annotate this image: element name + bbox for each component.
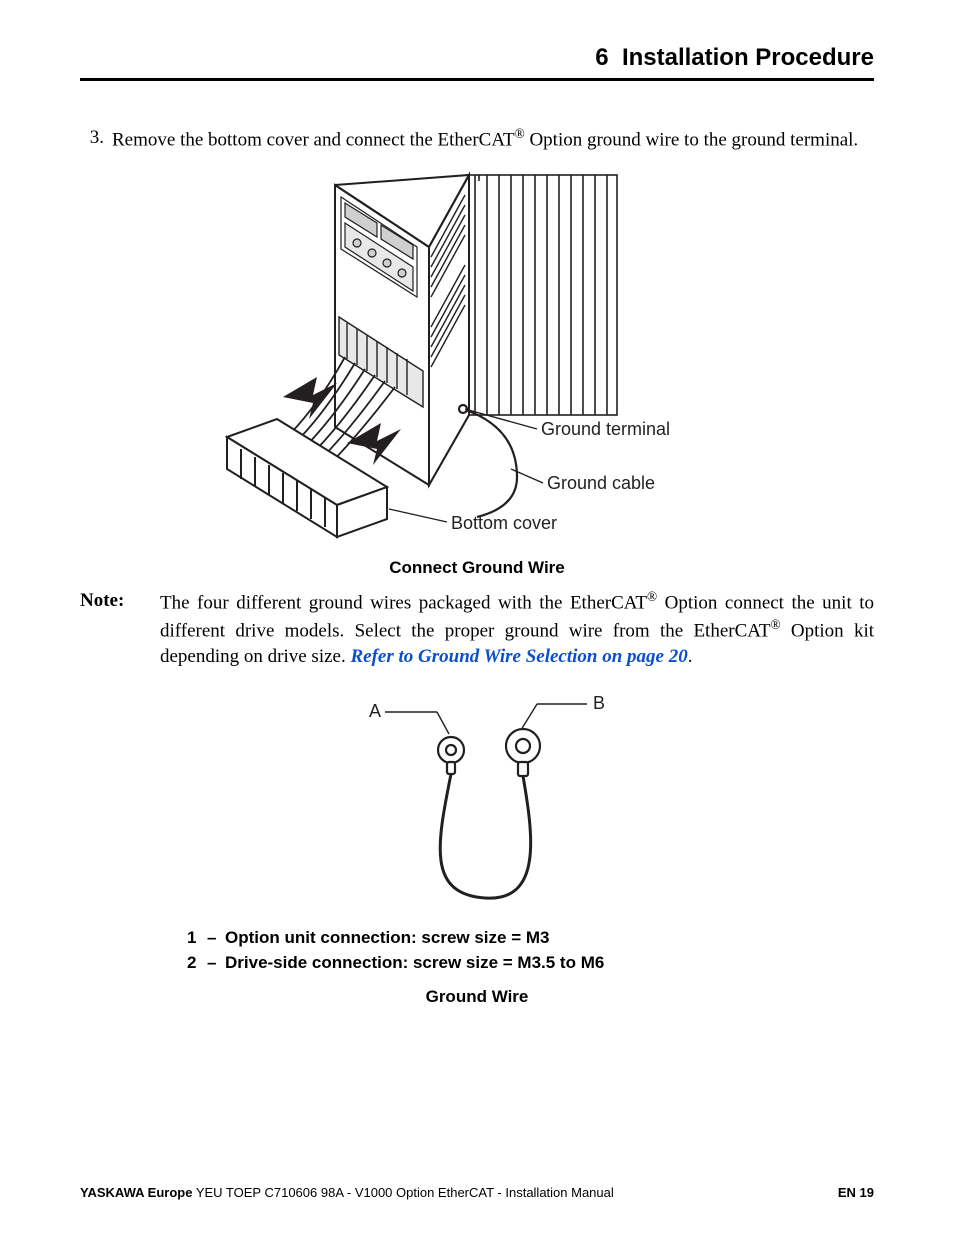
device-diagram-svg: Ground terminal Ground cable Bottom cove…: [217, 167, 737, 547]
step-text-a: Remove the bottom cover and connect the …: [112, 129, 515, 150]
figure-1-caption: Connect Ground Wire: [80, 558, 874, 578]
label-a: A: [369, 701, 381, 721]
legend-item: 1 – Option unit connection: screw size =…: [187, 925, 767, 951]
legend-text: Option unit connection: screw size = M3: [225, 925, 549, 951]
legend-list: 1 – Option unit connection: screw size =…: [187, 925, 767, 1010]
registered-mark: ®: [515, 126, 525, 141]
registered-mark: ®: [647, 589, 657, 604]
note-body: The four different ground wires packaged…: [160, 588, 874, 670]
registered-mark: ®: [771, 617, 781, 632]
legend-item: 2 – Drive-side connection: screw size = …: [187, 950, 767, 976]
figure-1: Ground terminal Ground cable Bottom cove…: [80, 167, 874, 578]
page-footer: YASKAWA Europe YEU TOEP C710606 98A - V1…: [80, 1185, 874, 1200]
section-number: 6: [595, 44, 608, 71]
note-after-link: .: [688, 646, 693, 667]
note-block: Note: The four different ground wires pa…: [80, 588, 874, 670]
step-text-b: Option ground wire to the ground termina…: [525, 129, 859, 150]
footer-doc: YEU TOEP C710606 98A - V1000 Option Ethe…: [192, 1185, 613, 1200]
label-bottom-cover: Bottom cover: [451, 513, 557, 533]
page-header: 6 Installation Procedure: [80, 44, 874, 81]
label-b: B: [593, 693, 605, 713]
ground-wire-svg: A B: [277, 684, 677, 914]
legend-text: Drive-side connection: screw size = M3.5…: [225, 950, 604, 976]
legend-num: 1: [187, 925, 207, 951]
footer-brand: YASKAWA Europe: [80, 1185, 192, 1200]
footer-left: YASKAWA Europe YEU TOEP C710606 98A - V1…: [80, 1185, 614, 1200]
note-label: Note:: [80, 588, 160, 670]
figure-2-caption: Ground Wire: [187, 984, 767, 1010]
label-ground-terminal: Ground terminal: [541, 419, 670, 439]
legend-dash: –: [207, 925, 225, 951]
legend-num: 2: [187, 950, 207, 976]
legend-dash: –: [207, 950, 225, 976]
footer-page-number: EN 19: [838, 1185, 874, 1200]
label-ground-cable: Ground cable: [547, 473, 655, 493]
step-number: 3.: [80, 125, 112, 153]
section-title: Installation Procedure: [622, 44, 874, 71]
note-text-a: The four different ground wires packaged…: [160, 592, 647, 613]
step-text: Remove the bottom cover and connect the …: [112, 125, 874, 153]
instruction-step: 3. Remove the bottom cover and connect t…: [80, 125, 874, 153]
figure-2: A B: [80, 684, 874, 919]
cross-reference-link[interactable]: Refer to Ground Wire Selection on page 2…: [350, 646, 687, 667]
